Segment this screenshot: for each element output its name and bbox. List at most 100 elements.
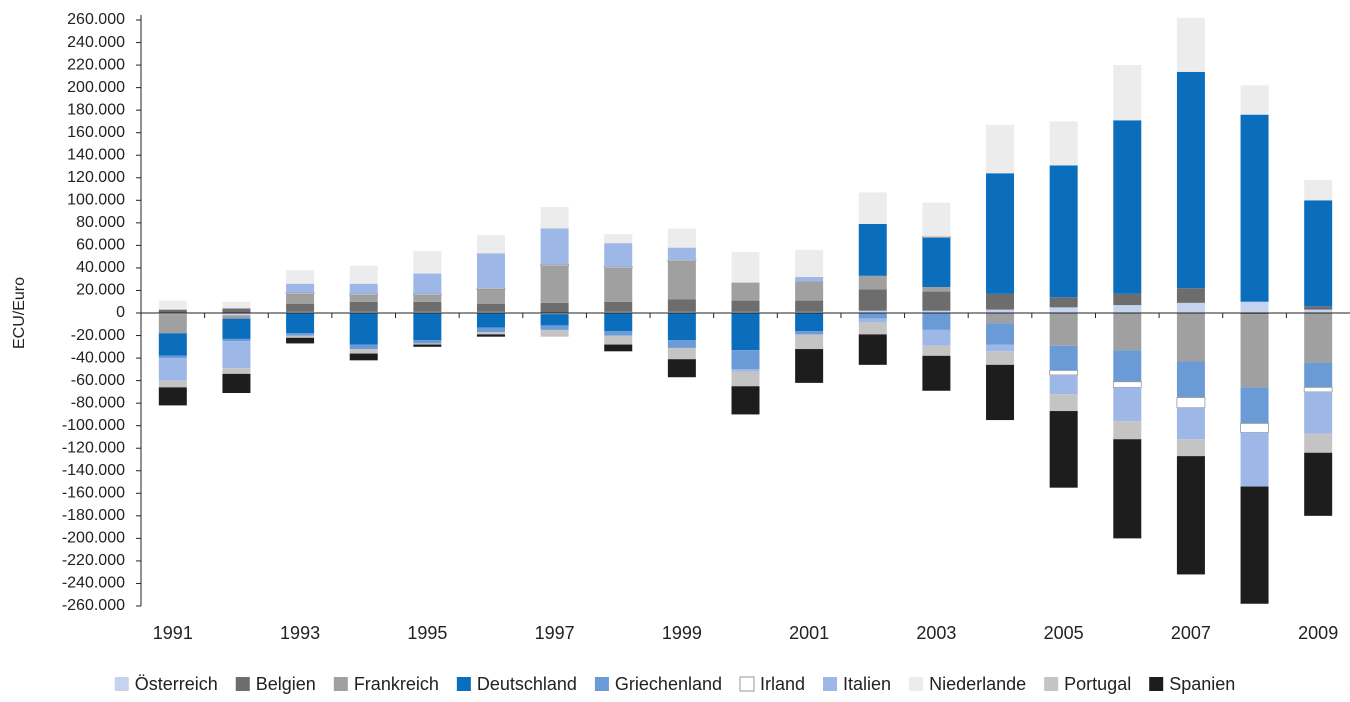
x-tick-label: 2009 bbox=[1298, 623, 1338, 643]
bar-segment bbox=[667, 259, 697, 262]
bar-segment bbox=[986, 323, 1015, 345]
y-tick-label: -60.000 bbox=[71, 372, 125, 389]
bar-segment bbox=[922, 237, 951, 288]
bar-segment bbox=[1049, 411, 1078, 488]
bar-segment bbox=[667, 311, 696, 313]
bar-segment bbox=[604, 243, 633, 267]
bar-segment bbox=[858, 192, 887, 224]
y-tick-label: 0 bbox=[116, 304, 125, 321]
bar-segment bbox=[412, 293, 442, 296]
bar-segment bbox=[731, 300, 760, 312]
bar-segment bbox=[285, 292, 315, 295]
y-tick-label: 100.000 bbox=[67, 192, 125, 209]
bar-segment bbox=[731, 311, 760, 313]
bar-segment bbox=[1240, 313, 1269, 315]
bar-segment bbox=[476, 327, 505, 333]
bar-segment bbox=[858, 334, 887, 365]
legend-swatch bbox=[333, 677, 348, 691]
bar-segment bbox=[1240, 387, 1269, 424]
y-tick-label: -220.000 bbox=[62, 552, 125, 569]
bar-segment bbox=[1304, 313, 1333, 363]
bar-segment bbox=[604, 335, 633, 345]
bar-segment bbox=[349, 265, 378, 284]
bar-segment bbox=[667, 299, 696, 312]
legend-label: Italien bbox=[843, 674, 891, 694]
y-tick-label: -140.000 bbox=[62, 462, 125, 479]
bar-segment bbox=[922, 329, 951, 346]
bar-segment bbox=[604, 267, 633, 302]
bar-segment bbox=[413, 313, 442, 341]
bar-segment bbox=[795, 249, 824, 277]
bar-segment bbox=[158, 314, 187, 334]
bar-segment bbox=[158, 358, 187, 381]
bar-segment bbox=[286, 293, 315, 304]
y-tick-label: 80.000 bbox=[76, 214, 125, 231]
bar-segment bbox=[286, 283, 315, 293]
bar-segment bbox=[1113, 305, 1142, 313]
x-tick-label: 1999 bbox=[662, 623, 702, 643]
bar-segment bbox=[286, 337, 315, 344]
bar-segment bbox=[922, 313, 951, 330]
bar-segment bbox=[731, 369, 760, 372]
bar-segment bbox=[1240, 85, 1269, 115]
bar-segment bbox=[158, 333, 187, 356]
bar-segment bbox=[286, 303, 315, 312]
bar-segment bbox=[795, 313, 824, 332]
legend-label: Frankreich bbox=[354, 674, 439, 694]
bar-segment bbox=[349, 283, 378, 294]
bar-segment bbox=[349, 313, 378, 345]
legend-label: Portugal bbox=[1064, 674, 1131, 694]
bar-segment bbox=[222, 308, 251, 313]
bar-segment bbox=[1113, 439, 1142, 539]
bar-segment bbox=[349, 311, 378, 313]
bar-segment bbox=[1176, 456, 1205, 575]
bar-segment bbox=[413, 311, 442, 313]
bar-segment bbox=[413, 294, 442, 302]
bar-segment bbox=[858, 310, 887, 313]
bar-segment bbox=[986, 344, 1015, 352]
y-tick-label: 200.000 bbox=[67, 79, 125, 96]
bar-segment bbox=[986, 364, 1015, 421]
bar-segment bbox=[922, 355, 951, 391]
bar-segment bbox=[1304, 452, 1333, 516]
legend-swatch bbox=[114, 677, 129, 691]
bar-segment bbox=[222, 315, 251, 319]
bar-segment bbox=[986, 351, 1015, 365]
bar-segment bbox=[795, 334, 824, 350]
bar-segment bbox=[1176, 71, 1205, 289]
bar-segment bbox=[1049, 121, 1078, 166]
bar-segment bbox=[1113, 120, 1142, 294]
bar-segment bbox=[1240, 486, 1269, 604]
bar-segment bbox=[986, 293, 1015, 310]
x-tick-label: 1993 bbox=[280, 623, 320, 643]
bar-segment bbox=[286, 313, 315, 334]
bar-segment bbox=[1176, 302, 1205, 313]
bar-segment bbox=[667, 359, 696, 378]
bar-segment bbox=[413, 301, 442, 312]
bar-segment bbox=[1049, 370, 1079, 376]
bar-segment bbox=[222, 373, 251, 394]
legend-swatch bbox=[909, 677, 924, 691]
bar-segment bbox=[795, 300, 824, 312]
bar-segment bbox=[986, 173, 1015, 294]
legend-swatch bbox=[739, 676, 755, 692]
bar-segment bbox=[349, 301, 378, 312]
bar-segment bbox=[1049, 165, 1078, 298]
legend-swatch bbox=[456, 677, 471, 691]
bar-segment bbox=[222, 341, 251, 369]
bar-segment bbox=[731, 282, 760, 301]
y-tick-label: 220.000 bbox=[67, 56, 125, 73]
bar-segment bbox=[922, 291, 951, 311]
y-tick-label: 60.000 bbox=[76, 237, 125, 254]
bar-segment bbox=[476, 311, 505, 313]
y-tick-label: -80.000 bbox=[71, 394, 125, 411]
bar-segment bbox=[1049, 313, 1078, 346]
bar-segment bbox=[795, 331, 824, 335]
bar-segment bbox=[540, 207, 569, 229]
bar-segment bbox=[222, 338, 251, 342]
x-tick-label: 2001 bbox=[789, 623, 829, 643]
y-tick-label: 140.000 bbox=[67, 146, 125, 163]
bar-segment bbox=[222, 318, 251, 339]
